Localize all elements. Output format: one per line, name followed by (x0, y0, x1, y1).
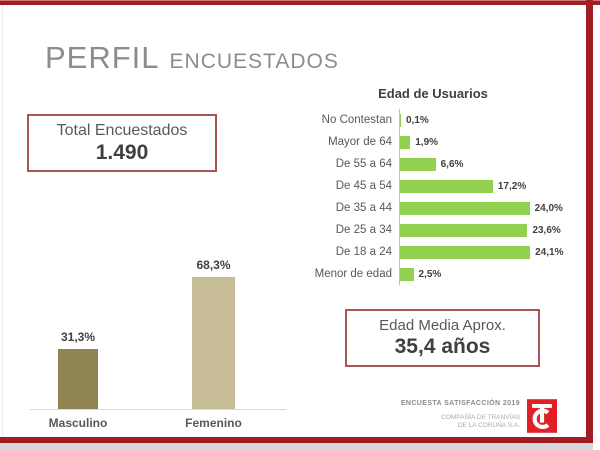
gender-category-label: Masculino (48, 416, 108, 430)
age-bar-area: 0,1% (399, 109, 592, 131)
age-chart-row: De 55 a 64 6,6% (298, 153, 592, 175)
age-value-label: 0,1% (406, 114, 429, 126)
age-value-label: 1,9% (415, 136, 439, 148)
footer: ENCUESTA SATISFACCIÓN 2019 COMPAÑÍA DE T… (320, 400, 520, 431)
age-chart: Edad de Usuarios No Contestan 0,1% Mayor d… (298, 86, 592, 285)
gender-value-label: 68,3% (196, 258, 231, 272)
age-category-label: De 55 a 64 (335, 158, 392, 170)
age-bar-area: 24,1% (399, 241, 592, 263)
total-encuestados-label: Total Encuestados (56, 121, 188, 139)
age-chart-row: Mayor de 64 1,9% (298, 131, 592, 153)
total-encuestados-value: 1.490 (95, 140, 149, 164)
slide-border-top (0, 0, 600, 5)
gender-bar (192, 277, 235, 409)
slide-border-right (586, 0, 593, 443)
page-title-main: PERFIL (45, 40, 160, 75)
age-chart-row: Menor de edad 2,5% (298, 263, 592, 285)
age-category-label: De 45 a 54 (335, 180, 392, 192)
age-value-label: 24,1% (535, 246, 564, 258)
age-category-label: Menor de edad (314, 268, 392, 280)
age-chart-title: Edad de Usuarios (378, 86, 488, 101)
age-bar (400, 157, 436, 171)
page-title-sub: ENCUESTADOS (169, 50, 339, 73)
age-bar-area: 23,6% (399, 219, 592, 241)
total-encuestados-box: Total Encuestados 1.490 (27, 114, 217, 172)
age-bar (400, 179, 493, 193)
age-category-label: De 35 a 44 (335, 202, 392, 214)
age-bar (400, 113, 401, 127)
age-category-label: De 18 a 24 (335, 246, 392, 258)
gender-category-label: Femenino (185, 416, 242, 430)
age-chart-row: De 18 a 24 24,1% (298, 241, 592, 263)
age-bar (400, 135, 411, 149)
age-value-label: 23,6% (532, 224, 561, 236)
age-chart-row: No Contestan 0,1% (298, 109, 592, 131)
age-bar-area: 24,0% (399, 197, 592, 219)
age-value-label: 17,2% (497, 180, 527, 192)
edad-media-label: Edad Media Aprox. (379, 317, 506, 334)
age-chart-rows: No Contestan 0,1% Mayor de 64 1,9% De 55 a 6… (298, 109, 592, 285)
age-chart-row: De 35 a 44 24,0% (298, 197, 592, 219)
age-bar-area: 6,6% (399, 153, 592, 175)
age-value-label: 2,5% (418, 268, 442, 280)
age-bar-area: 17,2% (399, 175, 592, 197)
edad-media-box: Edad Media Aprox. 35,4 años (345, 309, 540, 367)
footer-survey-title: ENCUESTA SATISFACCIÓN 2019 (400, 400, 520, 407)
age-bar (400, 245, 531, 259)
slide-border-left (2, 5, 3, 437)
age-value-label: 24,0% (534, 202, 563, 214)
gender-chart: 31,3% Masculino 68,3% Femenino (30, 253, 286, 430)
tranvias-coruna-logo-icon (527, 399, 557, 433)
age-category-label: Mayor de 64 (328, 136, 392, 148)
age-category-label: De 25 a 34 (335, 224, 392, 236)
footer-company-line2: DE LA CORUÑA S.A. (457, 422, 520, 430)
page-title: PERFIL ENCUESTADOS (45, 40, 339, 76)
gender-value-label: 31,3% (60, 330, 96, 344)
age-bar-area: 1,9% (399, 131, 592, 153)
slide-border-bottom (0, 437, 593, 443)
age-bar (400, 223, 528, 237)
gender-bar (58, 349, 98, 409)
age-chart-row: De 25 a 34 23,6% (298, 219, 592, 241)
age-value-label: 6,6% (440, 158, 464, 170)
age-bar-area: 2,5% (399, 263, 592, 285)
slide-edge-shadow (0, 443, 593, 450)
age-chart-row: De 45 a 54 17,2% (298, 175, 592, 197)
footer-company-line1: COMPAÑÍA DE TRANVÍAS (441, 414, 520, 421)
edad-media-value: 35,4 años (394, 335, 491, 358)
age-category-label: No Contestan (321, 114, 392, 126)
age-bar (400, 201, 530, 215)
age-bar (400, 267, 414, 281)
